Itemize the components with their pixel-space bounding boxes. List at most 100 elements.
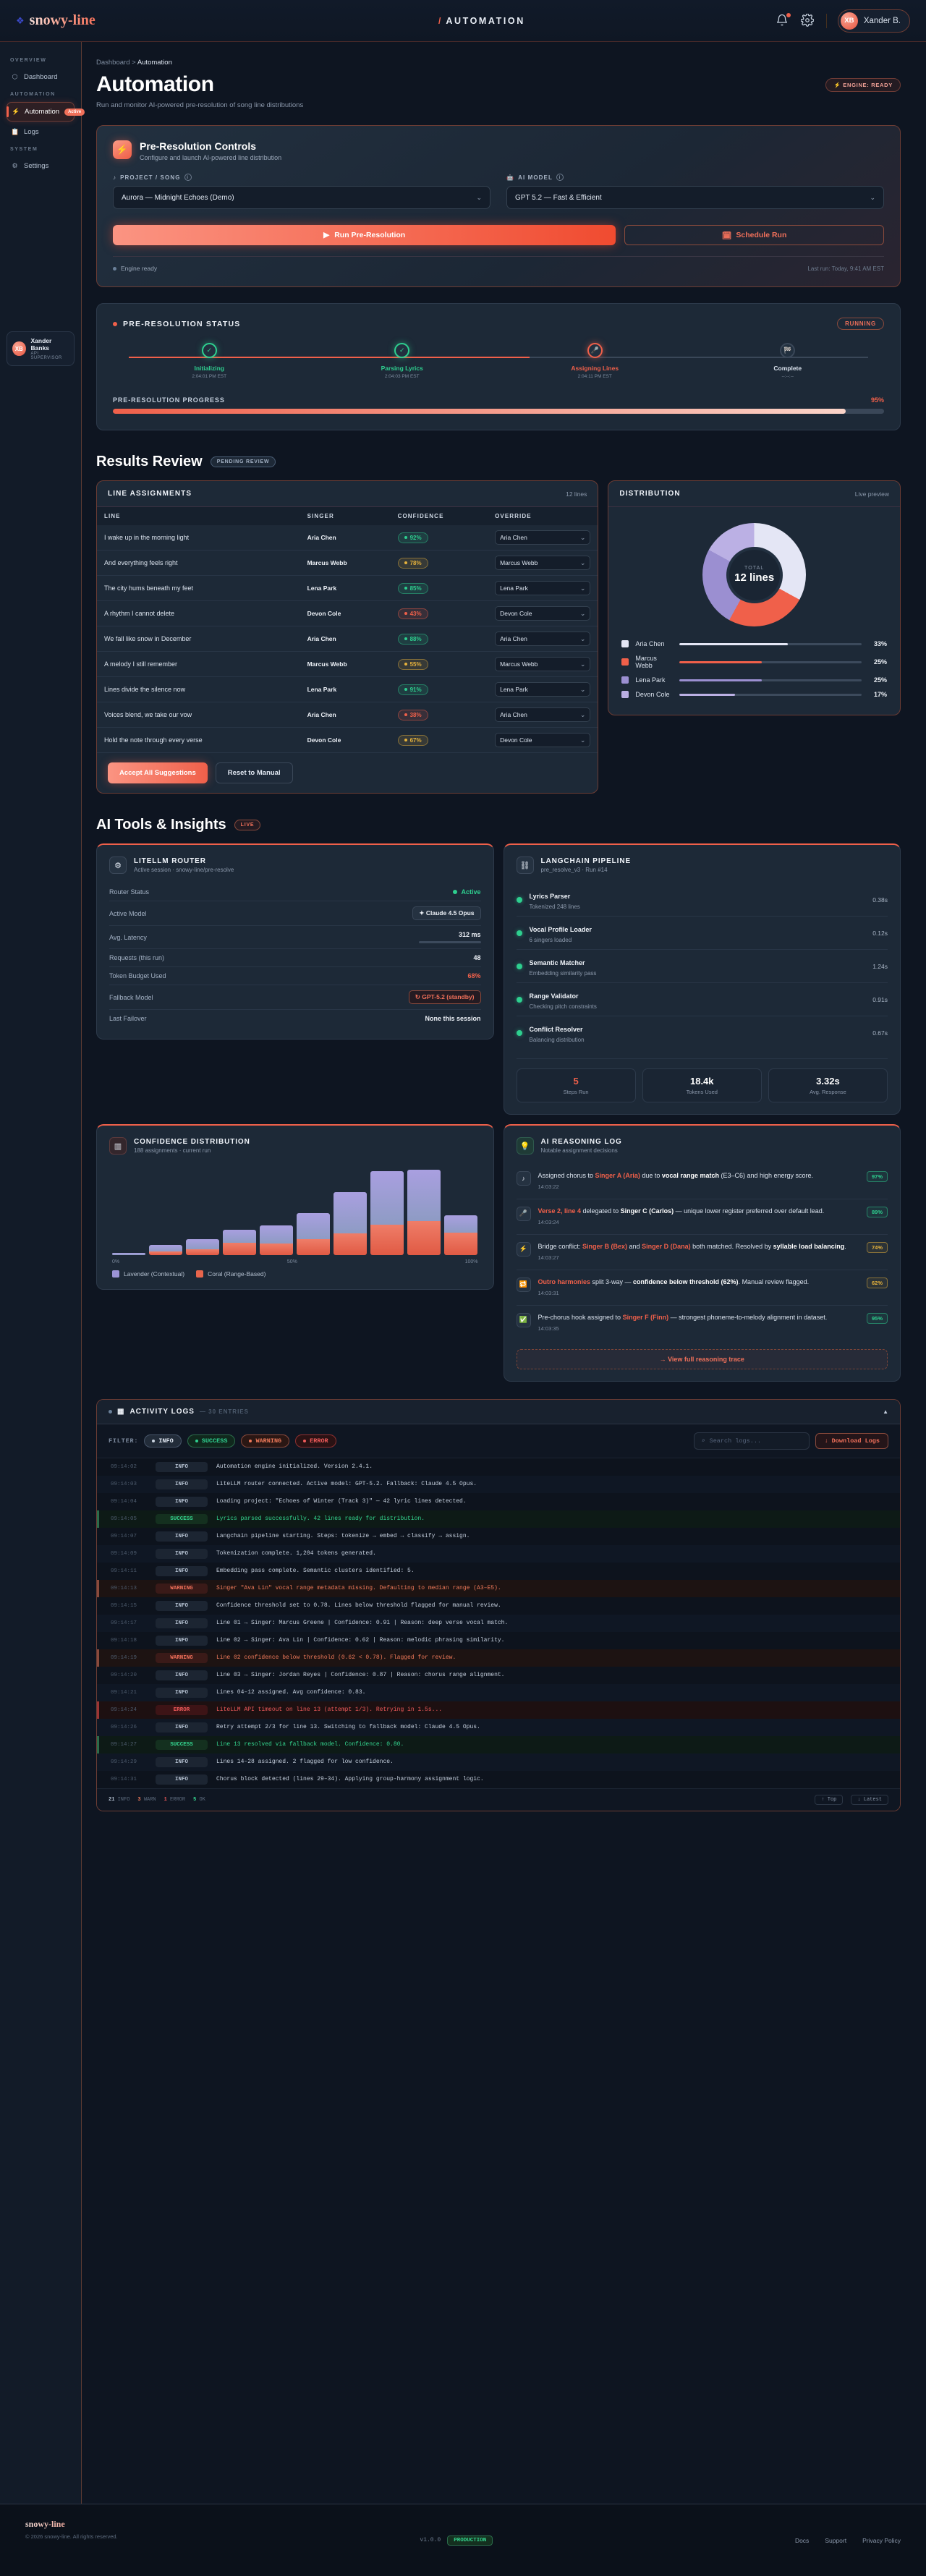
section-badge: PENDING REVIEW	[210, 456, 276, 467]
pre-resolution-controls-card: ⚡ Pre-Resolution Controls Configure and …	[96, 125, 901, 287]
footer-links: Docs Support Privacy Policy	[795, 2519, 901, 2562]
distribution-card: DISTRIBUTION Live preview TOTAL 12 lines…	[608, 480, 901, 715]
filter-chip-info[interactable]: INFO	[144, 1434, 182, 1448]
reasoning-subtitle: Notable assignment decisions	[540, 1147, 618, 1154]
filter-chip-warning[interactable]: WARNING	[241, 1434, 290, 1448]
sidebar-user-name: Xander Banks	[30, 337, 52, 352]
sidebar-user-card[interactable]: XB Xander Banks API SUPERVISOR	[7, 331, 75, 366]
legend-item-lavender: Lavender (Contextual)	[112, 1270, 184, 1278]
accept-all-suggestions-button[interactable]: Accept All Suggestions	[108, 762, 208, 783]
legend-swatch	[621, 691, 629, 698]
footer-copyright: © 2026 snowy-line. All rights reserved.	[25, 2533, 118, 2540]
override-select[interactable]: Aria Chen ⌄	[495, 530, 591, 545]
override-select[interactable]: Lena Park ⌄	[495, 581, 591, 595]
pipeline-step-name: Vocal Profile Loader	[529, 926, 592, 933]
results-section-header: Results Review PENDING REVIEW	[96, 454, 901, 470]
override-select[interactable]: Devon Cole ⌄	[495, 606, 591, 621]
cell-confidence: 78%	[390, 550, 488, 576]
sidebar-item-settings[interactable]: ⚙ Settings	[7, 157, 75, 175]
cell-singer: Devon Cole	[300, 727, 391, 753]
footer-link-privacy[interactable]: Privacy Policy	[862, 2536, 901, 2544]
cell-singer: Marcus Webb	[300, 651, 391, 677]
breadcrumb-root[interactable]: Dashboard	[96, 59, 130, 67]
info-icon[interactable]: i	[556, 174, 564, 181]
reasoning-confidence: 95%	[866, 1312, 888, 1324]
top-button[interactable]: ↑ Top	[815, 1794, 844, 1805]
line-assignments-title: LINE ASSIGNMENTS	[108, 490, 192, 498]
reasoning-confidence: 62%	[866, 1277, 888, 1288]
override-select[interactable]: Marcus Webb ⌄	[495, 556, 591, 570]
run-pre-resolution-button[interactable]: ▶ Run Pre-Resolution	[113, 225, 616, 245]
activity-logs-header[interactable]: ▦ ACTIVITY LOGS — 30 ENTRIES ▲	[97, 1399, 900, 1424]
router-key: Active Model	[109, 909, 147, 917]
filter-chip-success[interactable]: SUCCESS	[187, 1434, 236, 1448]
status-dot-icon	[516, 963, 522, 969]
download-logs-button[interactable]: ↓ Download Logs	[815, 1432, 888, 1449]
table-row: I wake up in the morning light Aria Chen 9…	[97, 525, 598, 551]
bar-segment-lavender	[297, 1212, 331, 1239]
pipeline-stat-label: Tokens Used	[686, 1089, 718, 1095]
reset-to-manual-button[interactable]: Reset to Manual	[215, 762, 293, 783]
log-count: 1 ERROR	[163, 1796, 186, 1803]
schedule-run-button[interactable]: 🗓 Schedule Run	[624, 225, 884, 245]
table-row: And everything feels right Marcus Webb 78%…	[97, 550, 598, 576]
user-menu[interactable]: XB Xander B.	[837, 9, 910, 33]
router-value-chip: ✦ Claude 4.5 Opus	[412, 906, 481, 920]
reasoning-text: Bridge conflict: Singer B (Bex) and Sing…	[538, 1242, 859, 1262]
log-level-badge: INFO	[156, 1670, 208, 1680]
model-select[interactable]: GPT 5.2 — Fast & Efficient ⌄	[506, 186, 884, 209]
confidence-badge: 38%	[397, 709, 428, 720]
cell-override: Aria Chen ⌄	[488, 702, 598, 728]
project-label-text: PROJECT / SONG	[120, 174, 181, 181]
stepper-track-fill	[129, 357, 530, 358]
settings-gear-icon[interactable]	[800, 13, 815, 28]
view-full-reasoning-trace-button[interactable]: → View full reasoning trace	[516, 1348, 888, 1369]
sidebar-group-system: SYSTEM ⚙ Settings	[7, 147, 75, 175]
log-level-badge: INFO	[156, 1479, 208, 1489]
legend-value: 17%	[873, 691, 887, 698]
bar-segment-coral	[444, 1232, 478, 1255]
project-select[interactable]: Aurora — Midnight Echoes (Demo) ⌄	[113, 186, 490, 209]
footer-link-docs[interactable]: Docs	[794, 2536, 810, 2544]
page-title: Automation	[96, 72, 214, 96]
donut-total-value: 12 lines	[734, 571, 775, 584]
override-select[interactable]: Devon Cole ⌄	[495, 733, 591, 747]
log-message: Retry attempt 2/3 for line 13. Switching…	[216, 1724, 480, 1731]
notifications-bell-icon[interactable]	[776, 12, 791, 28]
log-level-badge: INFO	[156, 1756, 208, 1767]
pipeline-stat: 18.4k Tokens Used	[642, 1068, 762, 1102]
cell-line: Voices blend, we take our vow	[97, 702, 300, 728]
cell-singer: Aria Chen	[300, 525, 391, 551]
latest-button[interactable]: ↓ Latest	[851, 1794, 888, 1805]
footer-brand-block: snowy-line © 2026 snowy-line. All rights…	[25, 2519, 118, 2562]
reasoning-time: 14:03:22	[538, 1183, 559, 1191]
histogram-bar	[260, 1225, 294, 1255]
legend-bar	[679, 679, 862, 681]
log-message: Embedding pass complete. Semantic cluste…	[216, 1568, 415, 1575]
chevron-down-icon: ⌄	[476, 193, 482, 201]
router-key: Requests (this run)	[109, 954, 165, 961]
sidebar-item-dashboard[interactable]: ⬡ Dashboard	[7, 68, 75, 86]
override-select[interactable]: Aria Chen ⌄	[495, 632, 591, 646]
check-icon: ✓	[394, 343, 410, 358]
override-select[interactable]: Marcus Webb ⌄	[495, 657, 591, 671]
bar-segment-lavender	[407, 1170, 441, 1221]
stepper-step: 🎤 Assigning Lines 2:04:11 PM EST	[498, 343, 692, 379]
override-select[interactable]: Aria Chen ⌄	[495, 707, 591, 722]
info-icon[interactable]: i	[184, 174, 192, 181]
sidebar-item-automation[interactable]: ⚡ Automation Active	[7, 102, 85, 122]
filter-chip-error[interactable]: ERROR	[295, 1434, 336, 1448]
step-time: 2:04:01 PM EST	[192, 374, 227, 379]
log-search-input[interactable]: ⌕ Search logs...	[694, 1432, 810, 1450]
play-icon: ▶	[323, 231, 330, 239]
confidence-badge: 43%	[397, 608, 428, 619]
override-select[interactable]: Lena Park ⌄	[495, 682, 591, 697]
chevron-up-icon[interactable]: ▲	[883, 1408, 888, 1415]
sidebar-item-logs[interactable]: 📋 Logs	[7, 123, 75, 141]
log-message: Tokenization complete. 1,204 tokens gene…	[216, 1550, 376, 1557]
brand[interactable]: ❖ snowy-line	[0, 12, 188, 29]
pipeline-step-time: 0.12s	[872, 929, 888, 937]
footer-version: v1.0.0	[420, 2537, 441, 2543]
footer-link-support[interactable]: Support	[825, 2536, 847, 2544]
status-header: PRE-RESOLUTION STATUS RUNNING	[113, 318, 884, 330]
